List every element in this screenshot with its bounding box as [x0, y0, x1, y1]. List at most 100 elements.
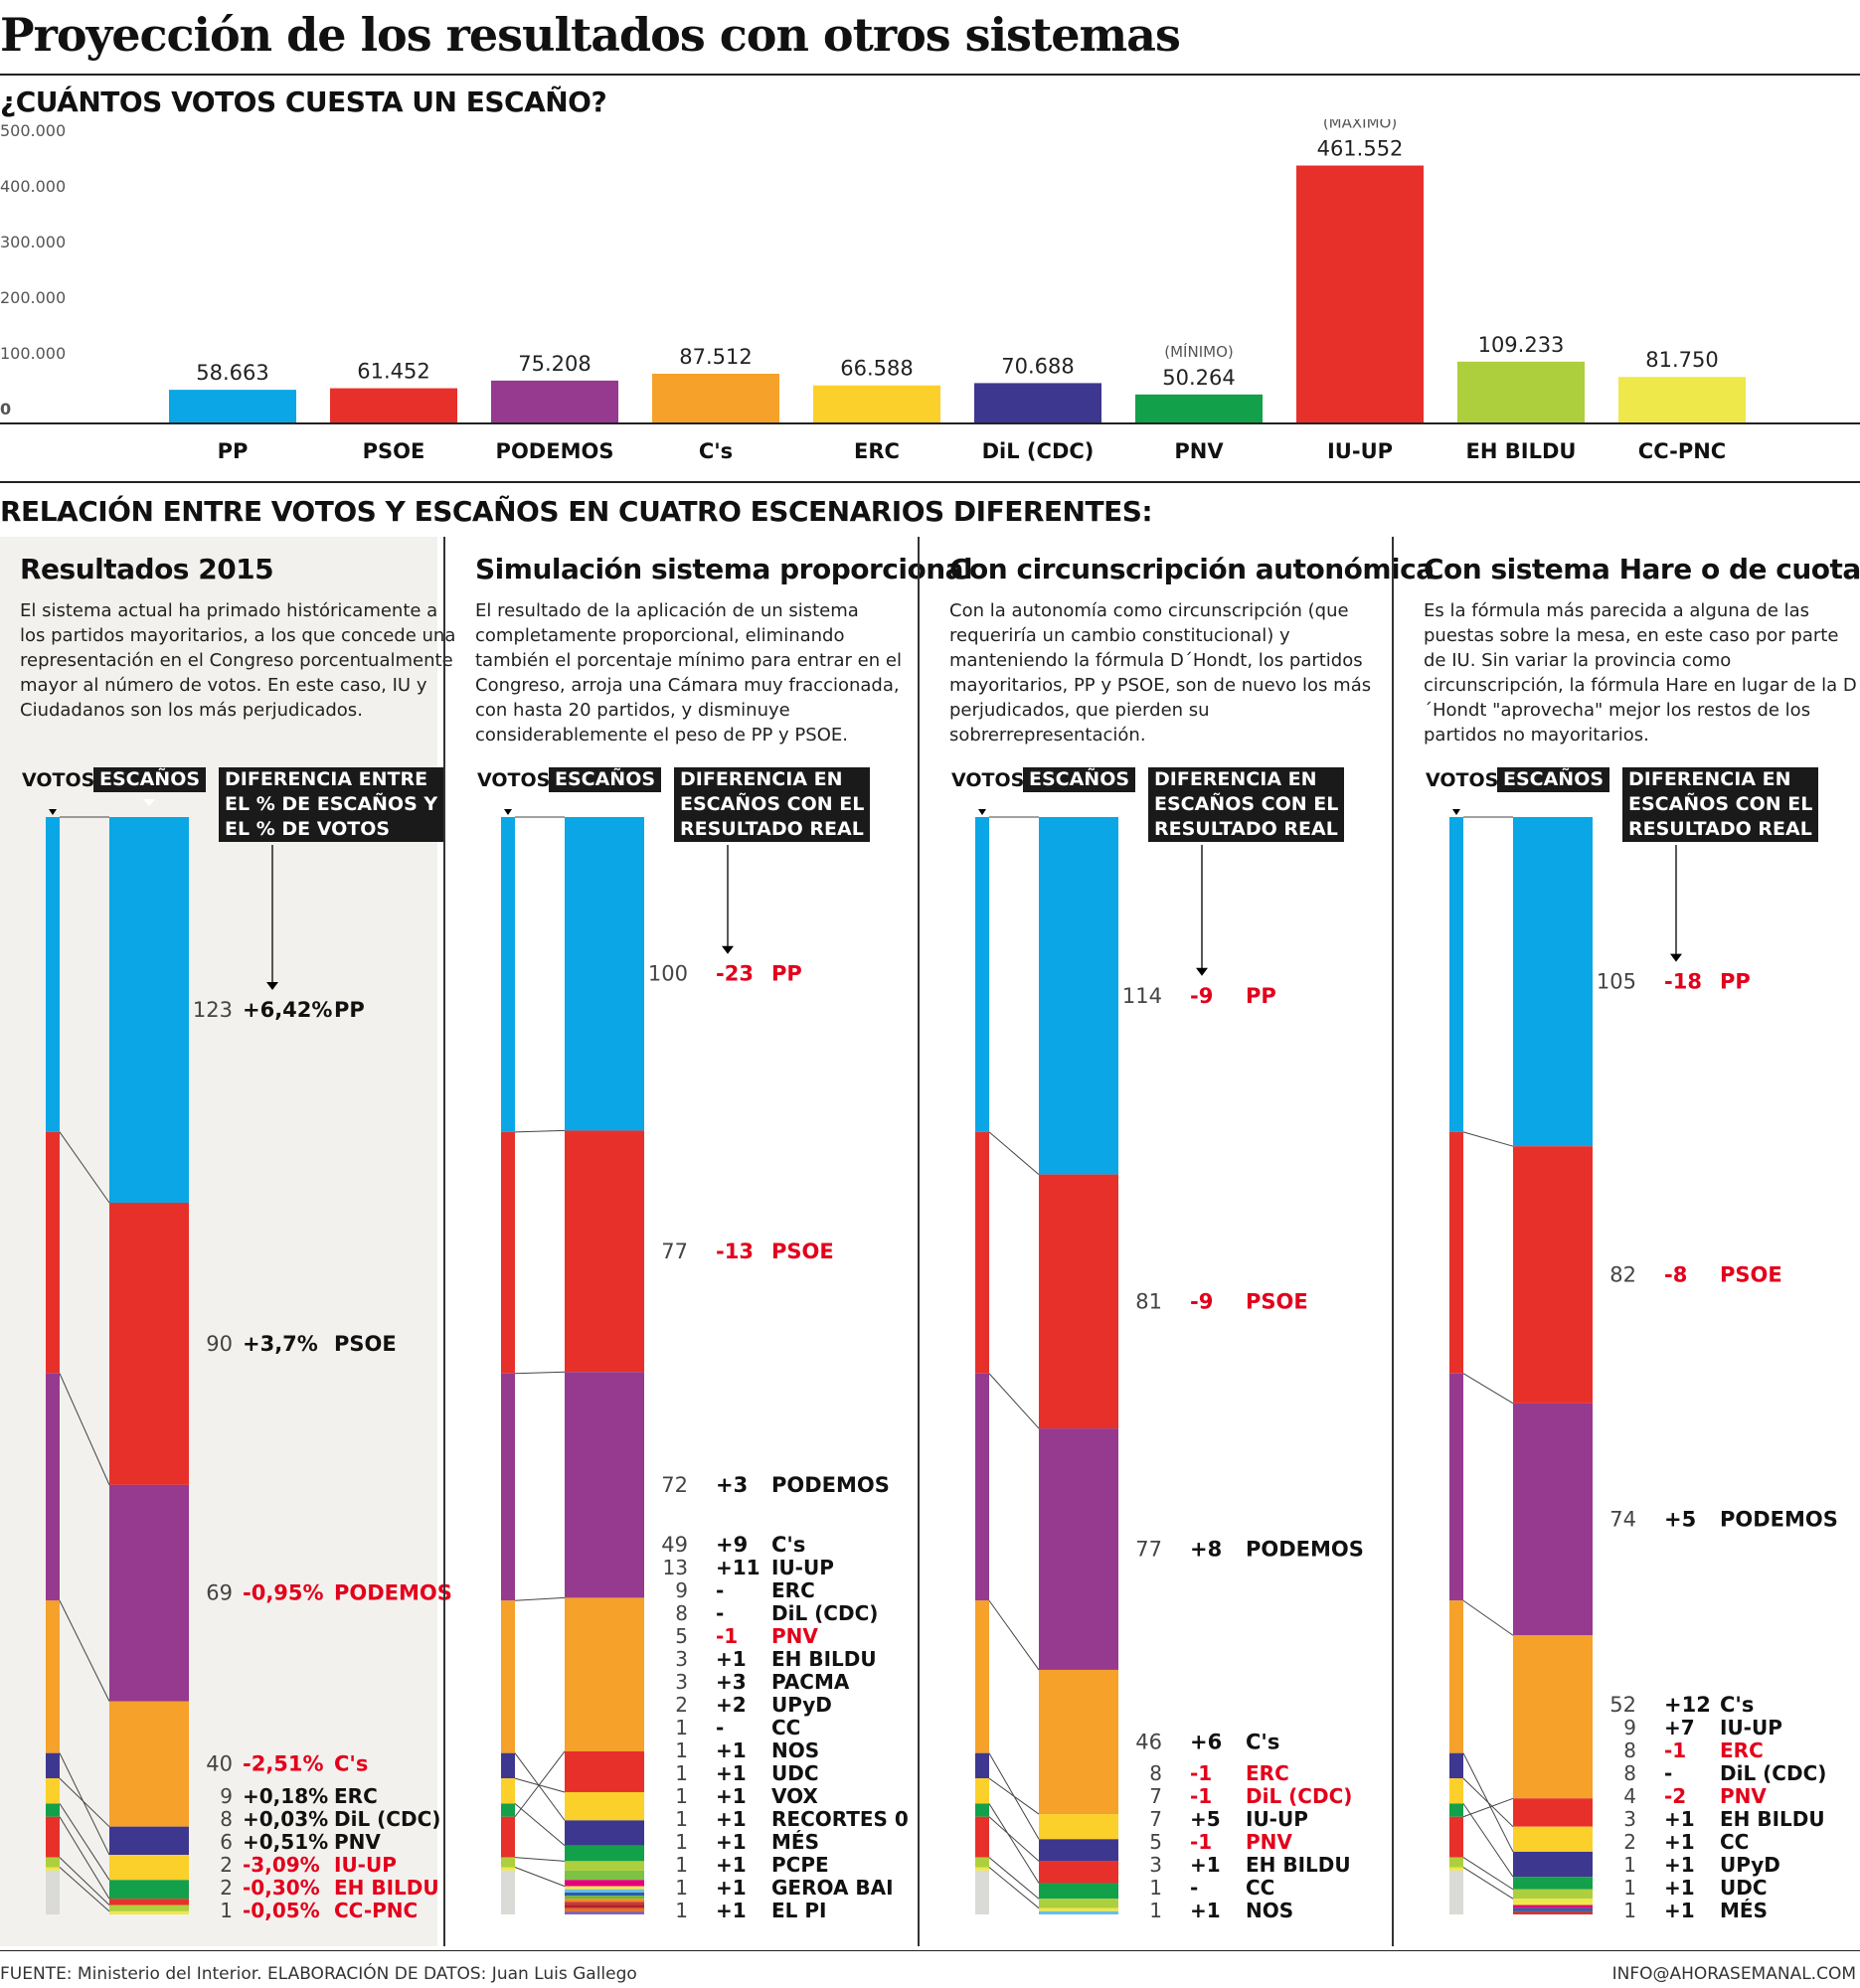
party-label: PNV	[1720, 1784, 1767, 1808]
party-label: IU-UP	[1720, 1716, 1782, 1740]
vote-segment-eh-bildu	[1449, 1857, 1463, 1868]
seat-segment-iu-up	[565, 1750, 644, 1792]
seat-count: 9	[675, 1578, 688, 1602]
seat-segment-recortes-0	[565, 1899, 644, 1903]
seat-segment-psoe	[565, 1130, 644, 1373]
connector-line	[1462, 1752, 1514, 1853]
seat-difference: -0,05%	[243, 1899, 320, 1922]
seat-segment-pp	[1513, 817, 1593, 1147]
votes-arrow-icon	[49, 809, 57, 815]
party-label: PSOE	[334, 1332, 397, 1356]
seat-difference: +5	[1190, 1807, 1221, 1831]
seat-difference: -0,95%	[243, 1581, 324, 1605]
seat-segment-erc	[109, 1826, 189, 1856]
party-label: CC	[771, 1716, 800, 1740]
vote-segment-erc	[1449, 1778, 1463, 1804]
party-label: CC-PNC	[334, 1899, 418, 1922]
seats-arrow-icon	[1073, 799, 1085, 806]
vote-segment-pnv	[46, 1803, 60, 1817]
seat-count: 3	[1149, 1853, 1162, 1877]
seat-segment-c-s	[1039, 1669, 1118, 1815]
seats-arrow-icon	[598, 799, 610, 806]
y-tick-label: 400.000	[0, 177, 66, 196]
bar-value-label: 58.663	[196, 361, 268, 385]
connector-line	[1462, 1131, 1514, 1147]
seat-count: 6	[220, 1830, 233, 1854]
seat-segment-erc	[1513, 1826, 1593, 1852]
seat-count: 13	[663, 1556, 688, 1579]
connector-line	[514, 1596, 566, 1601]
seat-difference: -	[716, 1578, 724, 1602]
seat-difference: +1	[716, 1876, 747, 1900]
connector-line	[514, 1777, 566, 1793]
section-rule	[0, 481, 1860, 483]
seat-segment-cc	[1513, 1899, 1593, 1905]
party-label: IU-UP	[334, 1853, 397, 1877]
difference-label: DIFERENCIA EN ESCAÑOS CON EL RESULTADO R…	[1148, 767, 1345, 842]
seat-count: 1	[220, 1899, 233, 1922]
seat-count: 72	[661, 1473, 688, 1497]
seat-difference: +1	[716, 1807, 747, 1831]
seat-count: 2	[675, 1693, 688, 1717]
party-label: PODEMOS	[334, 1581, 452, 1605]
vote-segment-erc	[501, 1778, 515, 1804]
scenario-panel: Con circunscripción autonómica Con la aut…	[930, 537, 1435, 1946]
seat-count: 1	[675, 1716, 688, 1740]
vote-segment-eh-bildu	[975, 1857, 989, 1868]
vote-segment-c-s	[1449, 1600, 1463, 1753]
bar-psoe	[330, 388, 457, 422]
party-label: UDC	[771, 1761, 819, 1785]
seat-segment-c-s	[109, 1701, 189, 1827]
seat-difference: -18	[1664, 970, 1702, 994]
seat-difference: -1	[1664, 1739, 1686, 1762]
votes-label: VOTOS	[22, 769, 95, 791]
connector-line	[514, 1752, 566, 1821]
seat-count: 3	[1623, 1807, 1636, 1831]
party-label: PCPE	[771, 1853, 829, 1877]
seat-difference: +1	[716, 1899, 747, 1922]
party-label: PODEMOS	[1720, 1508, 1838, 1532]
seat-difference: -0,30%	[243, 1876, 320, 1900]
party-label: DiL (CDC)	[1246, 1784, 1352, 1808]
seat-segment-m-s	[565, 1902, 644, 1905]
party-label: PP	[334, 998, 365, 1022]
seat-count: 81	[1135, 1289, 1162, 1313]
connector-line	[59, 1777, 110, 1828]
party-label: PP	[771, 962, 802, 986]
seat-difference: -13	[716, 1240, 754, 1263]
connector-line	[988, 1599, 1040, 1671]
seat-difference: -	[716, 1716, 724, 1740]
connector-line	[988, 1373, 1040, 1429]
party-label: EH BILDU	[334, 1876, 439, 1900]
seat-segment-pnv	[109, 1880, 189, 1900]
seat-difference: +1	[716, 1853, 747, 1877]
seat-difference: +3	[716, 1670, 747, 1694]
party-label: MÉS	[771, 1830, 819, 1854]
seat-difference: +1	[716, 1761, 747, 1785]
seat-segment-geroa-bai	[565, 1907, 644, 1911]
seat-segment-dil-cdc	[1513, 1851, 1593, 1878]
bar-dil-cdc	[974, 383, 1101, 422]
connector-line	[514, 1857, 566, 1862]
vote-segment-erc	[46, 1778, 60, 1804]
seat-count: 2	[1623, 1830, 1636, 1854]
seat-count: 114	[1122, 984, 1162, 1008]
seat-segment-psoe	[1513, 1146, 1593, 1404]
vote-segment-dil-cdc	[975, 1752, 989, 1779]
seat-difference: +1	[716, 1647, 747, 1671]
vote-segment-c-s	[975, 1600, 989, 1753]
bar-value-label: 461.552	[1317, 137, 1404, 161]
difference-label: DIFERENCIA EN ESCAÑOS CON EL RESULTADO R…	[674, 767, 871, 842]
seat-count: 1	[675, 1807, 688, 1831]
seat-difference: +3	[716, 1473, 748, 1497]
connector-line	[59, 1373, 110, 1486]
difference-label: DIFERENCIA ENTRE EL % DE ESCAÑOS Y EL % …	[219, 767, 444, 842]
connector-line	[59, 1816, 110, 1900]
party-label: ERC	[1720, 1739, 1764, 1762]
category-label: EH BILDU	[1466, 439, 1577, 462]
party-label: RECORTES 0	[771, 1807, 909, 1831]
panel-separator	[1392, 537, 1394, 1946]
vote-segment-dil-cdc	[46, 1752, 60, 1779]
category-label: PP	[218, 439, 249, 462]
